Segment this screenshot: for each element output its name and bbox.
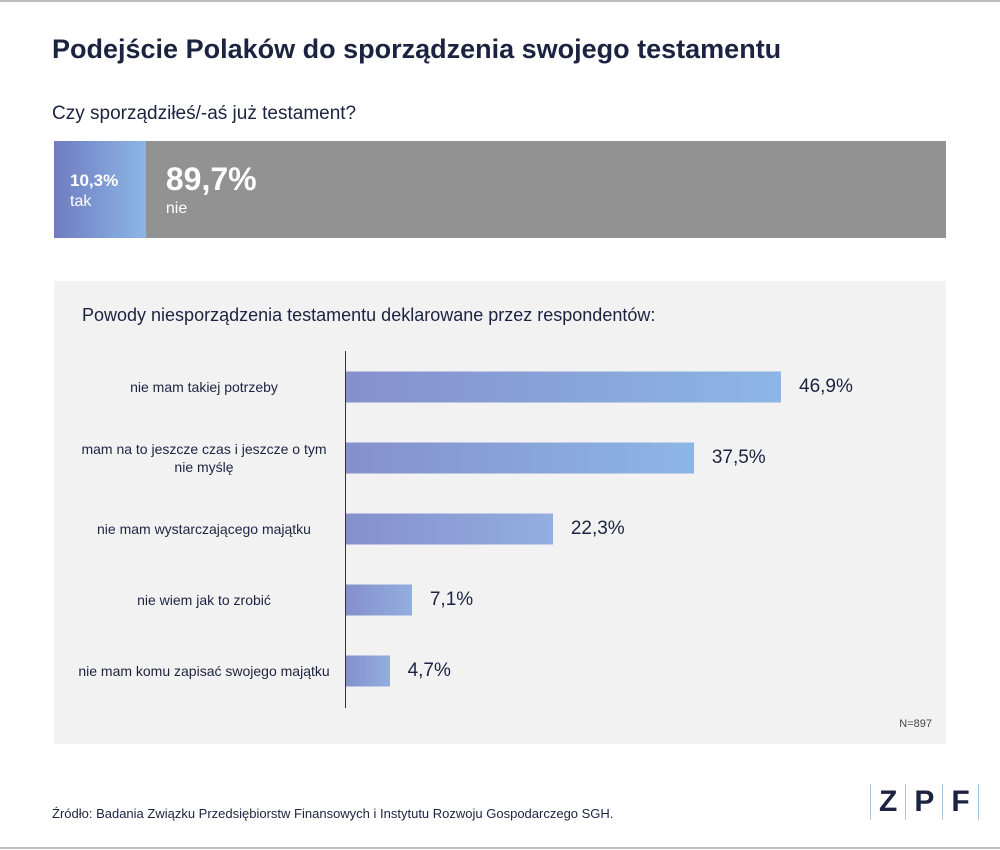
value-label: 46,9% [799,376,853,397]
category-label: mam na to jeszcze czas i jeszcze o tym n… [81,441,327,475]
value-label: 37,5% [711,447,766,468]
chart-title: Powody niesporządzenia testamentu deklar… [82,305,656,325]
nie-segment: 89,7% nie [145,141,946,238]
bar [346,371,781,403]
category-label: nie mam wystarczającego majątku [97,521,311,537]
page-title: Podejście Polaków do sporządzenia swojeg… [52,34,782,64]
bar [346,584,412,616]
bar [346,442,694,474]
source: Źródło: Badania Związku Przedsiębiorstw … [52,806,614,821]
question: Czy sporządziłeś/-aś już testament? [52,103,357,124]
bar [346,655,390,687]
sample-size: N=897 [899,718,932,730]
category-label: nie mam komu zapisać swojego majątku [78,663,330,679]
bottom-border [0,847,1000,849]
value-label: 4,7% [407,660,451,681]
bar [346,513,553,545]
tak-label: tak [70,193,92,210]
top-border [0,0,1000,2]
tak-value: 10,3% [70,171,119,190]
value-label: 22,3% [570,518,625,539]
split-bar: 10,3% tak 89,7% nie [54,141,946,238]
tak-segment: 10,3% tak [54,141,146,238]
reasons-chart: Powody niesporządzenia testamentu deklar… [54,281,946,744]
category-label: nie wiem jak to zrobić [137,592,271,608]
nie-value: 89,7% [165,161,257,197]
category-label: nie mam takiej potrzeby [130,379,278,395]
y-axis [345,351,346,708]
value-label: 7,1% [429,589,474,610]
nie-label: nie [165,200,188,217]
